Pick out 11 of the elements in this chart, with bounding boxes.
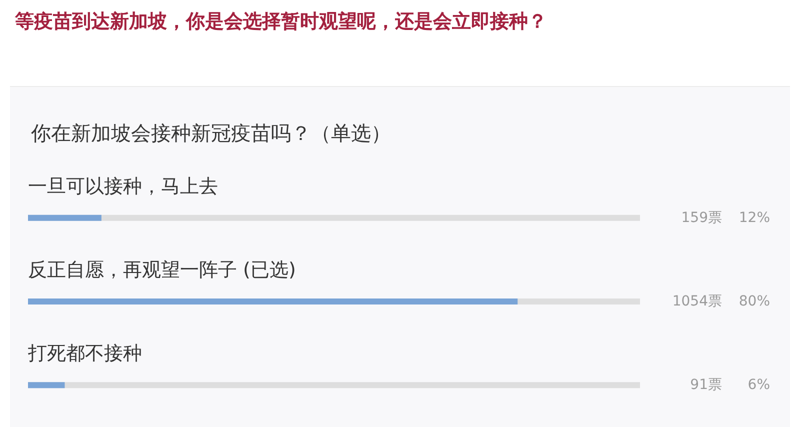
text: 1054票 <box>672 294 722 310</box>
data-label: 6% <box>748 377 770 394</box>
data-label: 80% <box>738 294 770 310</box>
text: 159票 <box>681 210 722 226</box>
y-tick-label: 一旦可以接种，马上去 <box>28 175 218 198</box>
chart-subtitle: 你在新加坡会接种新冠疫苗吗？（单选） <box>30 121 391 145</box>
text: 91票 <box>690 377 722 394</box>
y-tick-label: 反正自愿，再观望一阵子 (已选) <box>28 259 296 281</box>
y-tick-label: 打死都不接种 <box>27 342 142 365</box>
data-label: 12% <box>738 210 770 226</box>
chart-title: 等疫苗到达新加坡，你是会选择暂时观望呢，还是会立即接种？ <box>14 10 547 32</box>
